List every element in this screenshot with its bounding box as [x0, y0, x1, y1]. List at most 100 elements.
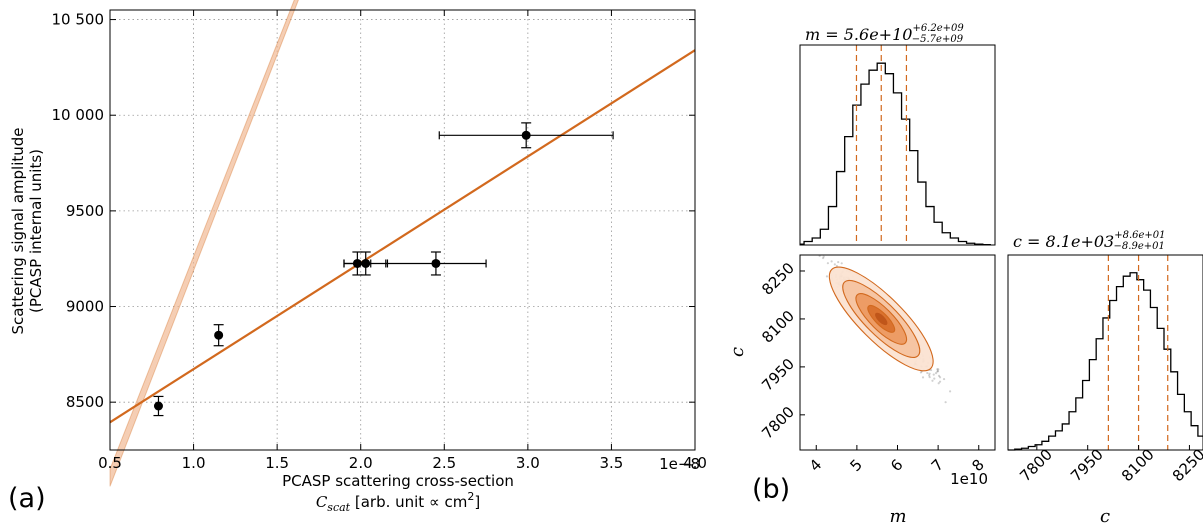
data-point — [361, 258, 371, 268]
data-point — [153, 401, 163, 411]
sample-point — [840, 262, 843, 265]
sample-point — [926, 371, 929, 375]
y-axis-label-line2: (PCASP internal units) — [27, 149, 45, 313]
c-tick-label: 7950 — [758, 355, 798, 395]
x-tick-label: 1.5 — [265, 454, 289, 472]
sample-point — [937, 374, 941, 377]
histogram-m-title: m = 5.6e+10+6.2e+09 −5.7e+09 — [805, 23, 964, 45]
panel-a-frame — [109, 9, 696, 451]
x-tick-label: 3.5 — [599, 454, 623, 472]
sample-point — [933, 377, 936, 380]
joint-c-axis-label: c — [727, 347, 748, 357]
sample-point — [837, 260, 840, 264]
fit-line — [109, 49, 696, 424]
sample-point — [937, 368, 940, 371]
histogram-m — [800, 45, 991, 246]
m-tick-label: 5 — [846, 456, 865, 475]
sample-point — [928, 374, 931, 377]
histogram-m-title-main: m = 5.6e+10 — [805, 25, 912, 44]
sample-point — [929, 368, 933, 372]
panel-b-corner-plot: m = 5.6e+10+6.2e+09 −5.7e+09 c = 8.1e+03+… — [727, 23, 1203, 527]
histogram-c-frame — [1007, 254, 1203, 451]
x-axis-unit-sup: 2 — [467, 490, 474, 503]
y-axis-label: Scattering signal amplitude — [9, 127, 27, 334]
sample-point — [949, 390, 952, 393]
data-points — [153, 122, 614, 417]
x-axis-unit: [arb. unit ∝ cm — [350, 493, 467, 511]
data-point — [431, 258, 441, 268]
c-axis-label: c — [1100, 506, 1110, 527]
y-tick-label: 8500 — [66, 393, 104, 411]
sample-point — [938, 380, 942, 383]
c-tick-label: 7800 — [758, 403, 798, 443]
y-tick-label: 9500 — [66, 202, 104, 220]
sample-point — [928, 375, 931, 379]
panel-a-label: (a) — [8, 483, 46, 514]
histogram-steps — [1008, 272, 1203, 451]
histogram-m-title-sup: +6.2e+09 — [912, 23, 964, 34]
sample-point — [936, 370, 939, 373]
sample-point — [830, 260, 833, 263]
sample-point — [823, 249, 825, 251]
sample-point — [936, 370, 940, 373]
joint-density-plot — [818, 248, 952, 404]
c-hist-tick-label: 8250 — [1169, 445, 1203, 485]
panel-a-plot-area — [110, 10, 695, 450]
y-tick-label: 10 500 — [52, 11, 105, 29]
sample-point — [826, 262, 829, 265]
density-peak — [875, 312, 888, 326]
panel-a-grid — [110, 10, 695, 450]
x-tick-label: 2.0 — [349, 454, 373, 472]
m-tick-label: 4 — [806, 456, 825, 475]
histogram-steps — [800, 62, 991, 246]
x-tick-label: 2.5 — [432, 454, 456, 472]
sample-point — [936, 368, 939, 371]
sample-point — [825, 248, 827, 250]
sample-point — [944, 401, 947, 404]
c-tick-label: 8250 — [758, 259, 798, 299]
x-tick-label: 1.0 — [182, 454, 206, 472]
sample-point — [833, 263, 836, 266]
m-tick-label: 7 — [928, 456, 947, 475]
histogram-m-title-sub: −5.7e+09 — [912, 34, 964, 45]
panel-b-label: (b) — [752, 474, 790, 505]
y-tick-label: 10 000 — [52, 106, 105, 124]
m-tick-label: 6 — [887, 456, 906, 475]
x-exponent-label: 1e−8 — [659, 455, 700, 473]
joint-content — [818, 248, 952, 404]
data-point — [521, 130, 531, 140]
x-axis-symbol: C — [316, 493, 328, 511]
c-hist-tick-label: 7800 — [1016, 445, 1056, 485]
sample-point — [928, 372, 931, 375]
histogram-c-title-main: c = 8.1e+03 — [1013, 232, 1114, 251]
confidence-band — [109, 0, 299, 487]
m-axis-label: m — [889, 506, 906, 527]
x-axis-label-line2: Cscat [arb. unit ∝ cm2] — [316, 490, 480, 514]
c-hist-tick-label: 7950 — [1067, 445, 1107, 485]
x-tick-label: 4.0 — [683, 454, 707, 472]
sample-point — [821, 256, 825, 260]
x-axis-subscript: scat — [327, 501, 350, 514]
panel-a-chart: 0.5 1.0 1.5 2.0 2.5 3.0 3.5 4.0 8500 9000 9500 10 0… — [8, 0, 707, 514]
sample-point — [921, 376, 925, 379]
sample-point — [938, 376, 942, 379]
sample-point — [942, 377, 946, 381]
panel-a-ticks: 0.5 1.0 1.5 2.0 2.5 3.0 3.5 4.0 8500 9000 9500 10 0… — [52, 10, 707, 472]
sample-point — [822, 255, 825, 258]
x-tick-label: 0.5 — [98, 454, 122, 472]
fit-confidence-band — [109, 0, 696, 487]
x-tick-label: 3.0 — [516, 454, 540, 472]
histogram-c-title: c = 8.1e+03+8.6e+01 −8.9e+01 — [1013, 230, 1166, 252]
sample-point — [919, 371, 922, 374]
sample-point — [934, 372, 938, 375]
histogram-c — [1008, 255, 1203, 451]
y-tick-label: 9000 — [66, 298, 104, 316]
histogram-c-title-sup: +8.6e+01 — [1114, 230, 1165, 241]
x-axis-label: PCASP scattering cross-section — [282, 472, 514, 490]
sample-point — [937, 382, 940, 385]
sample-point — [932, 373, 935, 376]
sample-point — [825, 275, 829, 278]
sample-point — [931, 379, 934, 382]
c-hist-tick-label: 8100 — [1118, 445, 1158, 485]
